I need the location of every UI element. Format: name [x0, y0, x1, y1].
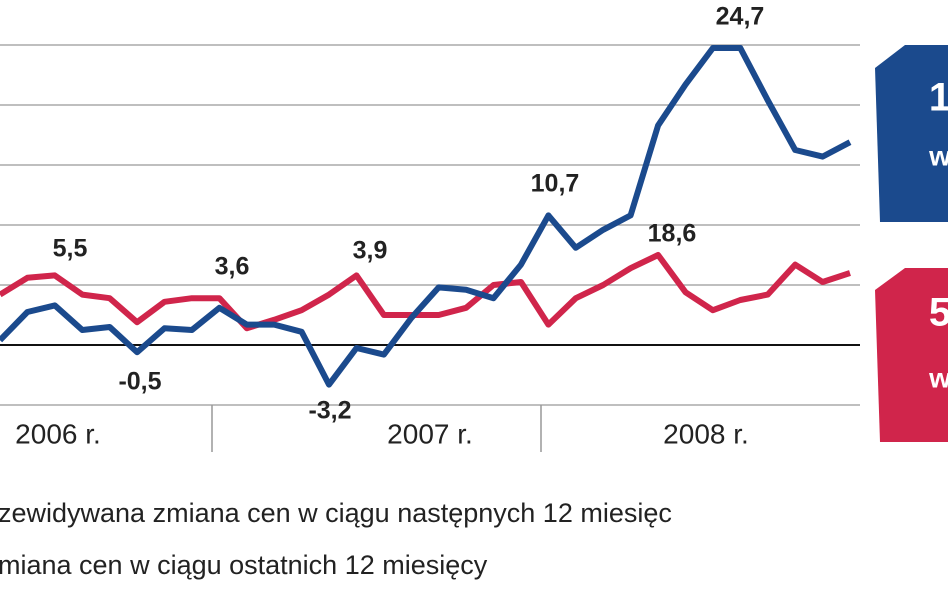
- annotation: 18,6: [648, 220, 697, 248]
- annotation: 24,7: [716, 3, 765, 31]
- year-label: 2006 r.: [15, 418, 101, 449]
- year-label: 2008 r.: [663, 418, 749, 449]
- legend-text: miana cen w ciągu ostatnich 12 miesięcy: [0, 550, 488, 580]
- side-box-red: [875, 268, 948, 442]
- side-big: 1: [929, 76, 948, 120]
- annotation: 3,9: [353, 237, 388, 265]
- series-line: [0, 45, 852, 388]
- side-small: w: [928, 362, 948, 393]
- legend-text: zewidywana zmiana cen w ciągu następnych…: [0, 498, 672, 528]
- annotation: 10,7: [531, 170, 580, 198]
- series-line: [0, 252, 851, 332]
- year-label: 2007 r.: [387, 418, 473, 449]
- annotation: -3,2: [308, 397, 351, 425]
- annotation: 3,6: [215, 253, 250, 281]
- annotation: 5,5: [53, 235, 88, 263]
- side-box-blue: [875, 45, 948, 222]
- side-big: 5: [929, 291, 948, 335]
- annotation: -0,5: [118, 368, 161, 396]
- side-small: w: [928, 140, 948, 171]
